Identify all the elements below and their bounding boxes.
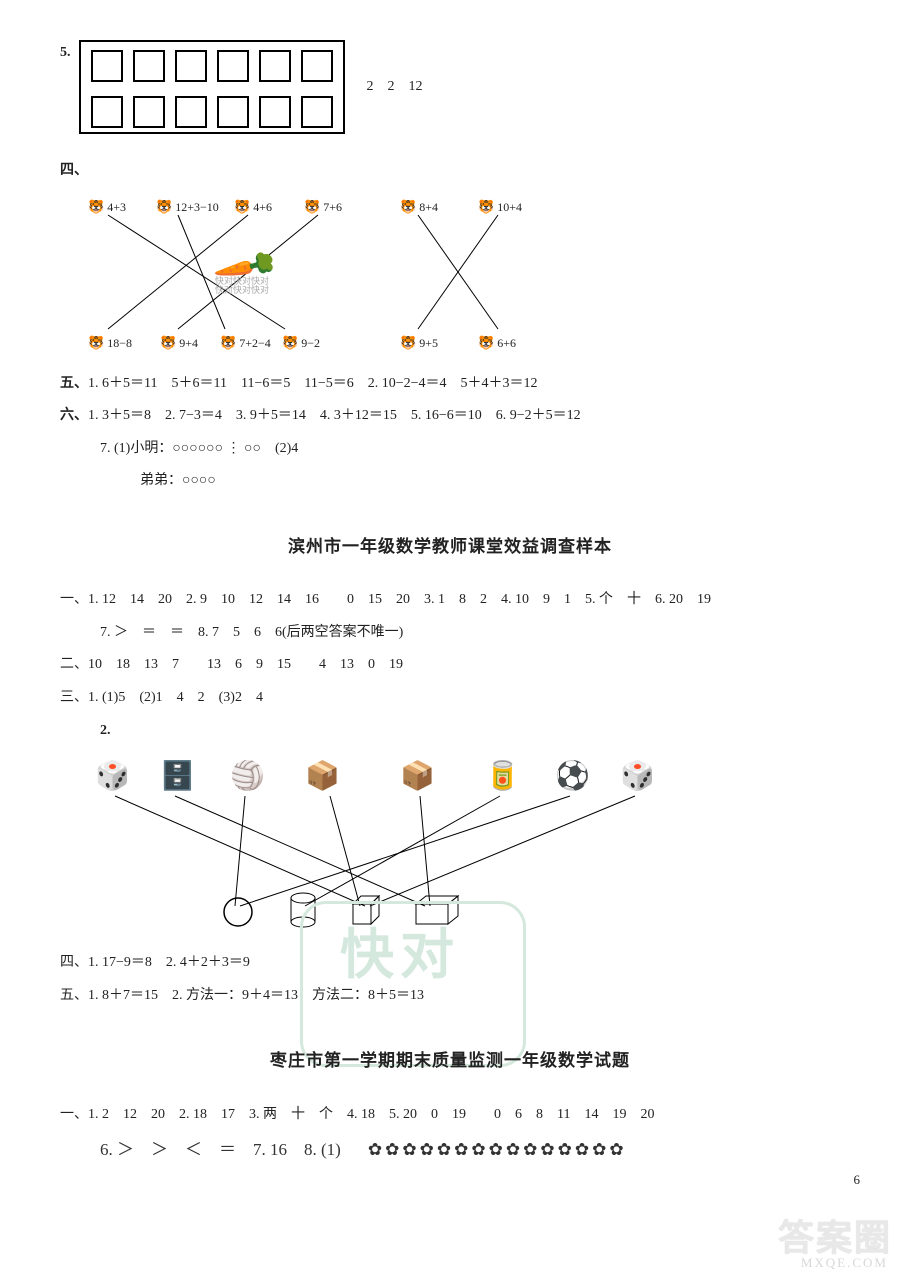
bz-s2: 二、10 18 13 7 13 6 9 15 4 13 0 19 <box>60 657 403 672</box>
match-bot-1: 🐯 9+4 <box>160 331 198 356</box>
shape-cuboid <box>410 890 466 941</box>
bz-s5: 五、1. 8＋7＝15 2. 方法一：9＋4＝13 方法二：8＋5＝13 <box>60 988 424 1003</box>
title-zaozhuang: 枣庄市第一学期期末质量监测一年级数学试题 <box>60 1045 840 1077</box>
q5-label: 5. <box>60 40 71 67</box>
bz-s1: 一、1. 12 14 20 2. 9 10 12 14 16 0 15 20 3… <box>60 592 711 607</box>
zz-s1: 一、1. 2 12 20 2. 18 17 3. 两 十 个 4. 18 5. … <box>60 1107 654 1122</box>
match-top-3: 🐯 7+6 <box>304 195 342 220</box>
shape-cylinder <box>285 890 321 941</box>
section5-label: 五、 <box>60 376 88 391</box>
obj-ball: ⚽ <box>555 750 590 803</box>
bz-s4: 四、1. 17−9＝8 2. 4＋2＋3＝9 <box>60 955 250 970</box>
match-bot-0: 🐯 18−8 <box>88 331 132 356</box>
section6-label: 六、 <box>60 408 88 423</box>
match-bot-5: 🐯 6+6 <box>478 331 516 356</box>
bz-s1b: 7. ＞ ＝ ＝ 8. 7 5 6 6(后两空答案不唯一) <box>100 625 403 640</box>
obj-can: 🥫 <box>485 750 520 803</box>
obj-box2: 📦 <box>400 750 435 803</box>
footer-watermark-url: MXQE.COM <box>801 1251 888 1276</box>
match-top-4: 🐯 8+4 <box>400 195 438 220</box>
q5-diagram: 2 2 12 <box>79 40 423 134</box>
section4-diagram: 🥕 快对快对快对快对快对快对 🐯 4+3 🐯 12+3−10 🐯 4+6 🐯 7… <box>60 191 840 361</box>
flower-row: ✿✿✿✿✿✿✿✿✿✿✿✿✿✿✿ <box>368 1134 627 1166</box>
bz-s3: 三、1. (1)5 (2)1 4 2 (3)2 4 <box>60 690 263 705</box>
match-top-1: 🐯 12+3−10 <box>156 195 219 220</box>
kuaidui-watermark-small: 快对快对快对快对快对快对 <box>215 277 269 297</box>
obj-cube: 🎲 <box>95 750 130 803</box>
obj-fridge: 🗄️ <box>160 750 195 803</box>
match-top-0: 🐯 4+3 <box>88 195 126 220</box>
section6-7a: 7. (1)小明：○○○○○○ ⋮ ○○ (2)4 <box>100 441 298 456</box>
bz-s3-2-label: 2. <box>100 723 111 738</box>
shape-cube <box>345 890 387 941</box>
footer-watermark: 答案圈 <box>778 1204 892 1272</box>
page-number: 6 <box>854 1168 861 1193</box>
shape-sphere <box>220 894 256 941</box>
obj-volleyball: 🏐 <box>230 750 265 803</box>
match-top-5: 🐯 10+4 <box>478 195 522 220</box>
section6-line: 1. 3＋5＝8 2. 7−3＝4 3. 9＋5＝14 4. 3＋12＝15 5… <box>88 408 581 423</box>
match-bot-2: 🐯 7+2−4 <box>220 331 271 356</box>
q5-right-text: 2 2 12 <box>367 74 423 101</box>
shapes-diagram: 🎲 🗄️ 🏐 📦 📦 🥫 ⚽ 🎲 <box>60 750 840 940</box>
title-binzhou: 滨州市一年级数学教师课堂效益调查样本 <box>60 531 840 563</box>
match-bot-3: 🐯 9−2 <box>282 331 320 356</box>
obj-dice: 🎲 <box>620 750 655 803</box>
section5-line: 1. 6＋5＝11 5＋6＝11 11−6＝5 11−5＝6 2. 10−2−4… <box>88 376 538 391</box>
section4-label: 四、 <box>60 158 88 185</box>
obj-box1: 📦 <box>305 750 340 803</box>
zz-s1b-row: 6. ＞ ＞ ＜ ＝ 7. 16 8. (1) ✿✿✿✿✿✿✿✿✿✿✿✿✿✿✿ <box>60 1134 840 1166</box>
match-top-2: 🐯 4+6 <box>234 195 272 220</box>
zz-s1b: 6. ＞ ＞ ＜ ＝ 7. 16 8. (1) <box>100 1134 341 1166</box>
match-bot-4: 🐯 9+5 <box>400 331 438 356</box>
section6-7b: 弟弟：○○○○ <box>140 473 216 488</box>
